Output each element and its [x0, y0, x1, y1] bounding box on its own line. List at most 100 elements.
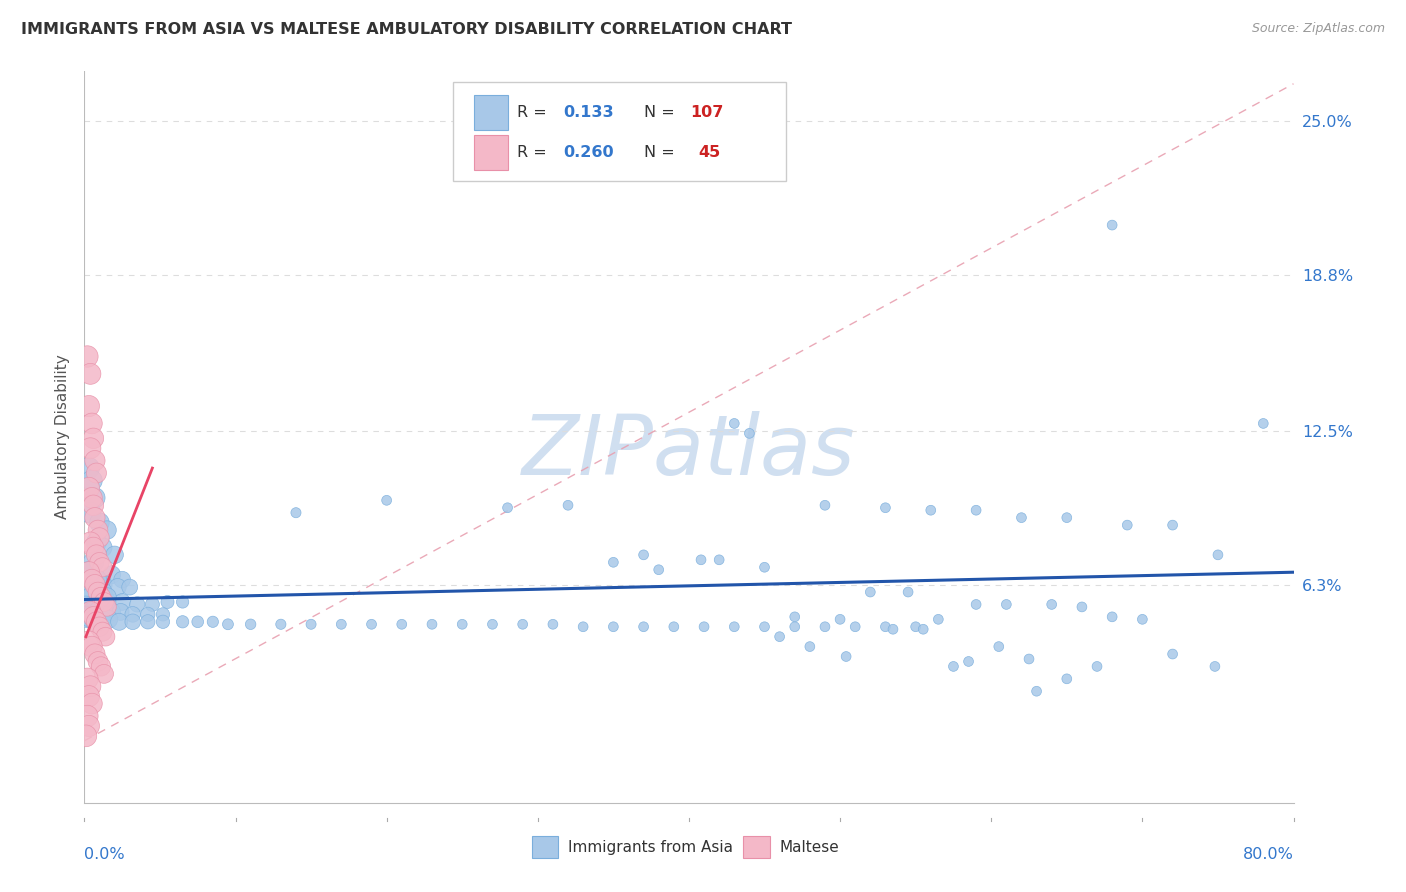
Point — [451, 617, 474, 632]
Point — [84, 577, 107, 591]
Point — [1130, 612, 1153, 626]
Point — [76, 709, 98, 723]
Point — [111, 573, 134, 587]
Point — [89, 516, 111, 530]
Point — [141, 598, 163, 612]
Point — [481, 617, 503, 632]
Point — [496, 500, 519, 515]
Point — [690, 553, 713, 567]
Point — [239, 617, 262, 632]
Point — [86, 535, 108, 549]
Point — [77, 719, 100, 733]
Point — [136, 615, 159, 629]
Point — [90, 659, 112, 673]
Point — [1204, 659, 1226, 673]
Text: 80.0%: 80.0% — [1243, 847, 1294, 862]
Point — [1116, 518, 1139, 533]
Point — [136, 607, 159, 622]
Point — [1206, 548, 1229, 562]
Bar — [474, 95, 508, 130]
Point — [77, 602, 100, 616]
Point — [75, 599, 97, 614]
Point — [86, 573, 108, 587]
Text: 0.133: 0.133 — [564, 105, 614, 120]
Point — [965, 598, 987, 612]
Point — [76, 672, 98, 686]
Point — [89, 555, 111, 569]
Text: R =: R = — [517, 145, 557, 160]
Point — [391, 617, 413, 632]
Point — [172, 615, 194, 629]
Text: ZIPatlas: ZIPatlas — [522, 411, 856, 492]
Point — [709, 553, 731, 567]
Point — [96, 523, 118, 537]
Point — [87, 585, 110, 599]
Point — [80, 590, 103, 604]
Point — [86, 577, 108, 591]
Point — [995, 598, 1018, 612]
Point — [87, 523, 110, 537]
Point — [91, 560, 114, 574]
Point — [89, 592, 111, 607]
Point — [738, 426, 761, 441]
Point — [91, 541, 114, 555]
Point — [93, 595, 115, 609]
Point — [79, 535, 101, 549]
FancyBboxPatch shape — [453, 82, 786, 181]
Point — [830, 612, 852, 626]
Point — [77, 565, 100, 579]
Point — [1011, 510, 1033, 524]
Point — [897, 585, 920, 599]
Text: 107: 107 — [690, 105, 724, 120]
Point — [76, 350, 98, 364]
Text: Maltese: Maltese — [780, 840, 839, 855]
Point — [110, 605, 132, 619]
Point — [920, 503, 942, 517]
Point — [86, 466, 108, 480]
Point — [82, 498, 104, 512]
Point — [79, 679, 101, 693]
Point — [82, 605, 104, 619]
Point — [1161, 518, 1184, 533]
Point — [118, 580, 141, 594]
Text: 0.260: 0.260 — [564, 145, 614, 160]
Point — [156, 595, 179, 609]
Point — [91, 585, 114, 599]
Point — [1161, 647, 1184, 661]
Point — [84, 491, 107, 505]
Point — [633, 620, 655, 634]
Point — [89, 620, 111, 634]
Point — [108, 615, 131, 629]
Point — [572, 620, 595, 634]
Bar — [531, 836, 558, 858]
Point — [375, 493, 398, 508]
Point — [90, 590, 112, 604]
Point — [187, 615, 209, 629]
Point — [86, 548, 108, 562]
Point — [111, 595, 134, 609]
Point — [723, 620, 745, 634]
Point — [662, 620, 685, 634]
Point — [172, 595, 194, 609]
Point — [100, 567, 122, 582]
Point — [814, 620, 837, 634]
Point — [904, 620, 927, 634]
Point — [79, 442, 101, 456]
Text: Source: ZipAtlas.com: Source: ZipAtlas.com — [1251, 22, 1385, 36]
Point — [80, 697, 103, 711]
Point — [79, 610, 101, 624]
Point — [602, 555, 624, 569]
Point — [602, 620, 624, 634]
Point — [814, 498, 837, 512]
Point — [844, 620, 866, 634]
Point — [87, 605, 110, 619]
Point — [77, 689, 100, 703]
Point — [93, 666, 115, 681]
Text: 0.0%: 0.0% — [84, 847, 125, 862]
Point — [360, 617, 382, 632]
Point — [77, 461, 100, 475]
Point — [330, 617, 353, 632]
Point — [96, 590, 118, 604]
Point — [882, 622, 904, 636]
Point — [201, 615, 224, 629]
